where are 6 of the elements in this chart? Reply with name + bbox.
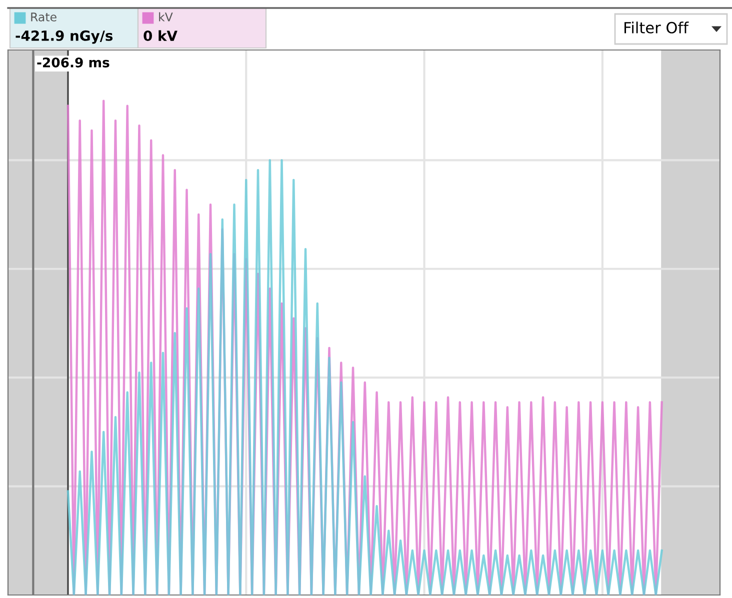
text: -206.9 ms [37,57,110,68]
text: -421.9 nGy/s [16,30,113,44]
legend-label: Rate [31,12,56,22]
text: Filter Off [624,22,689,34]
text: 0 kV [144,30,178,42]
legend-label: kV [159,12,173,22]
